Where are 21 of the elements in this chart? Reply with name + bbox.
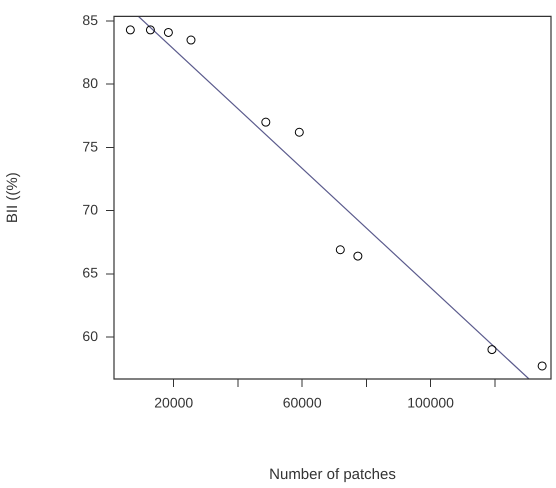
y-tick-label: 75 — [82, 138, 98, 154]
point — [146, 25, 155, 34]
y-tick-label: 70 — [82, 201, 98, 218]
y-tick-label: 60 — [82, 328, 98, 344]
x-axis-title: Number of patches — [269, 466, 396, 484]
point — [294, 128, 304, 137]
y-tick-label: 85 — [82, 12, 98, 28]
x-tick-label: 60000 — [282, 394, 322, 410]
point — [336, 245, 345, 254]
point — [164, 28, 173, 37]
point — [353, 252, 362, 261]
point — [538, 361, 547, 370]
point — [261, 118, 270, 127]
y-tick-label: 65 — [82, 264, 98, 281]
point — [186, 36, 196, 45]
x-tick-label: 20000 — [154, 394, 194, 410]
y-tick-label: 80 — [82, 75, 98, 92]
point — [126, 25, 135, 34]
x-tick-label: 100000 — [407, 394, 454, 410]
y-axis-title: BII ((%) — [4, 172, 22, 224]
point — [487, 345, 496, 354]
